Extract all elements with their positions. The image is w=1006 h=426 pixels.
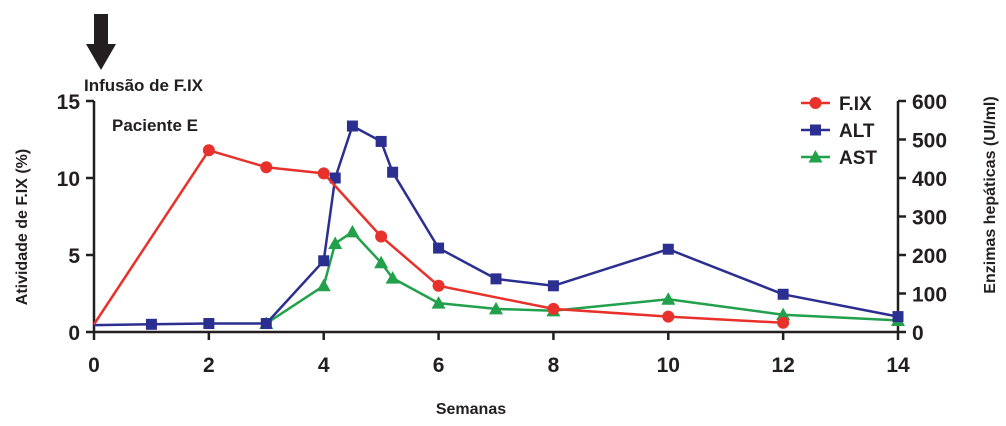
y-left-tick-label: 5 [68,245,80,268]
data-point-alt [490,273,502,285]
data-point-alt [375,135,387,147]
data-point-alt [892,311,904,323]
data-point-fix [662,310,675,323]
y-axis-right-title: Enzimas hepáticas (UI/ml) [982,96,999,293]
data-point-fix [375,230,388,243]
y-right-tick-label: 100 [912,284,947,307]
data-point-ast [431,296,446,309]
data-point-alt [145,318,157,330]
data-point-ast [661,292,676,305]
y-left-tick-label: 0 [68,322,80,345]
data-point-fix [317,167,330,180]
y-right-tick-label: 200 [912,245,947,268]
data-point-alt [662,243,674,255]
data-point-alt [203,318,215,330]
y-right-tick-label: 400 [912,168,947,191]
legend-marker-icon [810,124,821,136]
series-fix [92,144,790,329]
legend-item-alt: ALT [801,121,875,142]
data-point-fix [202,144,215,157]
data-point-ast [385,271,400,284]
legend-label: AST [839,148,877,169]
x-tick-label: 14 [886,354,910,377]
y-right-tick-label: 300 [912,207,947,230]
data-point-ast [328,236,343,249]
data-point-alt [777,288,789,300]
legend: F.IX ALT AST [801,94,877,169]
data-point-ast [489,301,503,315]
data-point-alt [318,255,330,267]
y-left-tick-label: 15 [57,91,81,114]
x-tick-label: 12 [771,354,794,377]
y-left-tick-label: 10 [57,168,80,191]
data-point-alt [346,120,358,132]
x-tick-label: 4 [318,354,330,377]
data-point-fix [777,316,790,329]
infusion-arrow-icon [86,14,116,70]
infusion-label: Infusão de F.IX [84,76,204,95]
data-point-ast [374,255,389,269]
x-tick-label: 0 [88,354,100,377]
legend-marker-icon [809,97,822,109]
data-point-alt [329,172,341,184]
y-axis-left-title: Atividade de F.IX (%) [14,149,31,305]
data-point-fix [547,302,560,315]
legend-label: ALT [839,121,875,142]
data-point-ast [776,307,791,321]
legend-item-ast: AST [801,148,877,169]
patient-label: Paciente E [112,116,198,135]
series-alt [93,120,904,330]
x-tick-label: 8 [548,354,560,377]
x-tick-label: 6 [433,354,445,377]
legend-marker-icon [808,150,823,163]
data-point-fix [260,161,273,174]
x-tick-label: 10 [657,354,680,377]
y-right-tick-label: 600 [912,91,947,114]
x-tick-label: 2 [203,354,215,377]
legend-item-fix: F.IX [801,94,872,115]
data-point-fix [432,279,445,292]
series-layer [92,120,905,330]
y-right-tick-label: 0 [912,322,924,345]
legend-label: F.IX [839,94,872,115]
y-right-tick-label: 500 [912,130,947,153]
series-line-alt [93,124,899,327]
data-point-alt [260,318,272,330]
series-line-ast [265,230,899,325]
data-point-alt [547,280,559,292]
data-point-ast [316,278,331,292]
data-point-alt [387,166,399,178]
data-point-alt [433,242,445,254]
x-axis-title: Semanas [436,401,506,418]
data-point-ast [345,224,360,238]
